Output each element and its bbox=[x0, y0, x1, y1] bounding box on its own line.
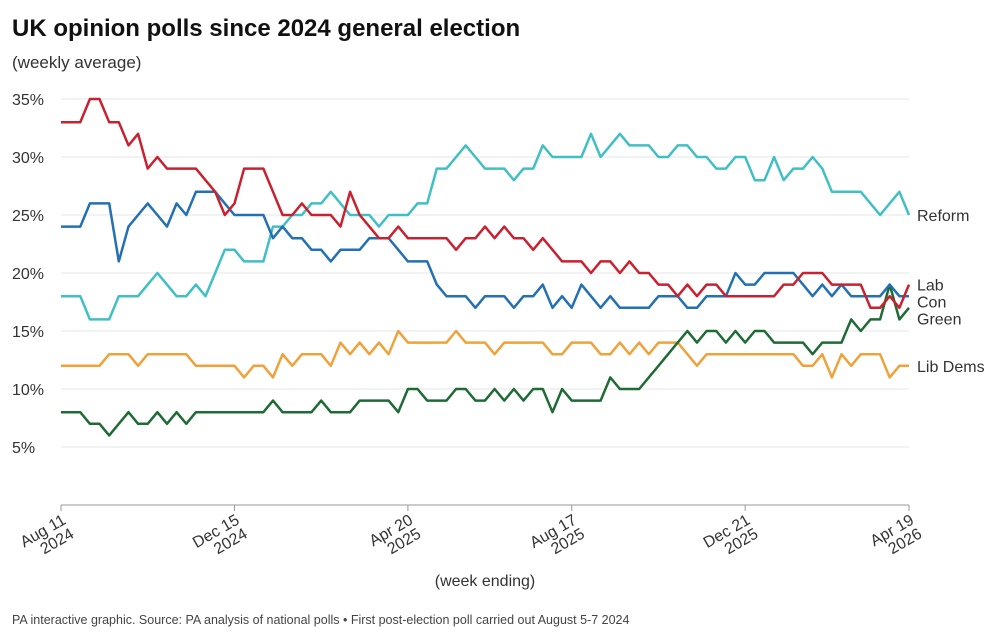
series-line bbox=[61, 132, 911, 321]
chart-title: UK opinion polls since 2024 general elec… bbox=[12, 15, 520, 42]
x-axis-label: (week ending) bbox=[435, 573, 536, 590]
y-tick-label: 20% bbox=[12, 266, 44, 283]
legend-label: Lib Dems bbox=[917, 359, 985, 376]
x-tick-label: Apr 202025 bbox=[367, 512, 424, 564]
y-tick-label: 10% bbox=[12, 382, 44, 399]
series-line bbox=[61, 283, 910, 437]
y-tick-label: 35% bbox=[12, 92, 44, 109]
legend-label: Lab bbox=[917, 278, 944, 295]
x-tick-label: Aug 112024 bbox=[18, 512, 77, 565]
legend-label: Green bbox=[917, 312, 961, 329]
legend-label: Reform bbox=[917, 208, 969, 225]
x-tick-label: Apr 192026 bbox=[868, 512, 925, 564]
legend-label: Con bbox=[917, 295, 946, 312]
series-line bbox=[61, 190, 909, 310]
x-tick-label: Dec 212025 bbox=[701, 512, 761, 566]
chart-subtitle: (weekly average) bbox=[12, 53, 141, 72]
y-tick-label: 30% bbox=[12, 150, 44, 167]
series-line bbox=[61, 329, 909, 379]
series-line bbox=[61, 97, 911, 310]
footer: PA interactive graphic. Source: PA analy… bbox=[12, 613, 629, 627]
y-tick-label: 15% bbox=[12, 324, 44, 341]
x-tick-label: Dec 152024 bbox=[190, 512, 250, 566]
x-tick-label: Aug 172025 bbox=[527, 512, 588, 566]
y-tick-label: 25% bbox=[12, 208, 44, 225]
y-tick-label: 5% bbox=[12, 440, 35, 457]
